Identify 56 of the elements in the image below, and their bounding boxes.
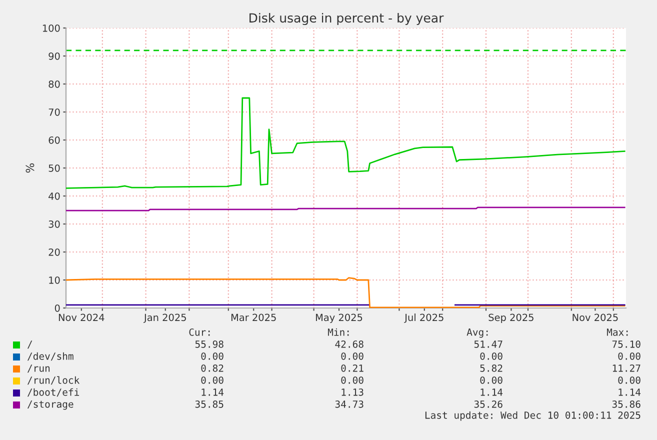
text: 0.00 bbox=[341, 376, 364, 384]
x-tick-label: Jan 2025 bbox=[143, 314, 186, 323]
text: 0.00 bbox=[341, 352, 364, 360]
text: 5.82 bbox=[480, 364, 502, 372]
text: Max: bbox=[606, 328, 628, 336]
text: Last update: Wed Dec 10 01:00:11 2025 bbox=[425, 411, 640, 421]
text: 1.13 bbox=[342, 388, 364, 396]
y-tick-label: 0 bbox=[54, 304, 60, 312]
x-tick-label: Jul 2025 bbox=[404, 314, 444, 323]
text: 34.73 bbox=[335, 400, 364, 408]
text: 75.10 bbox=[612, 340, 640, 348]
x-tick-label: Mar 2025 bbox=[231, 314, 276, 322]
legend-label: / bbox=[27, 340, 32, 349]
legend-label: /dev/shm bbox=[27, 352, 74, 361]
y-tick-label: 10 bbox=[49, 276, 60, 284]
text: 0.00 bbox=[480, 352, 502, 360]
text: 35.86 bbox=[612, 400, 640, 408]
chart-title: Disk usage in percent - by year bbox=[250, 12, 444, 26]
text: 0.82 bbox=[201, 364, 224, 372]
text: 11.27 bbox=[612, 364, 640, 372]
x-tick-label: Nov 2024 bbox=[58, 314, 104, 322]
y-axis-title: % bbox=[26, 163, 34, 173]
y-tick-label: 90 bbox=[48, 52, 60, 60]
text: Cur: bbox=[189, 328, 210, 336]
legend-label: /storage bbox=[27, 400, 74, 410]
text: 35.85 bbox=[195, 400, 224, 408]
text: 0.21 bbox=[341, 364, 364, 372]
text: 0.00 bbox=[201, 352, 224, 360]
legend-label: /run bbox=[27, 364, 50, 373]
y-tick-label: 60 bbox=[48, 136, 60, 144]
y-tick-label: 50 bbox=[48, 164, 60, 172]
text: 0.00 bbox=[201, 376, 224, 384]
x-tick-label: May 2025 bbox=[316, 314, 362, 323]
line-series bbox=[66, 97, 626, 189]
y-tick-label: 80 bbox=[48, 80, 60, 88]
text: 0.00 bbox=[618, 376, 640, 384]
x-tick-label: Sep 2025 bbox=[488, 314, 534, 323]
y-tick-label: 40 bbox=[48, 192, 60, 200]
text: 0.00 bbox=[618, 352, 640, 360]
y-tick-label: 100 bbox=[42, 24, 60, 32]
text: 35.26 bbox=[474, 400, 502, 408]
text: 51.47 bbox=[474, 340, 502, 348]
text: Avg: bbox=[466, 328, 488, 338]
x-tick-label: Nov 2025 bbox=[572, 314, 618, 322]
y-tick-label: 70 bbox=[48, 108, 60, 116]
text: 55.98 bbox=[195, 340, 224, 348]
text: 0.00 bbox=[480, 376, 502, 384]
legend-label: /run/lock bbox=[27, 376, 80, 385]
text: 1.14 bbox=[202, 388, 224, 396]
legend-label: /boot/efi bbox=[27, 388, 80, 397]
y-tick-label: 30 bbox=[48, 220, 60, 228]
text: 1.14 bbox=[618, 388, 641, 396]
y-tick-label: 20 bbox=[48, 248, 60, 256]
text: Min: bbox=[328, 328, 349, 336]
text: 1.14 bbox=[480, 388, 503, 396]
text: 42.68 bbox=[335, 340, 364, 348]
